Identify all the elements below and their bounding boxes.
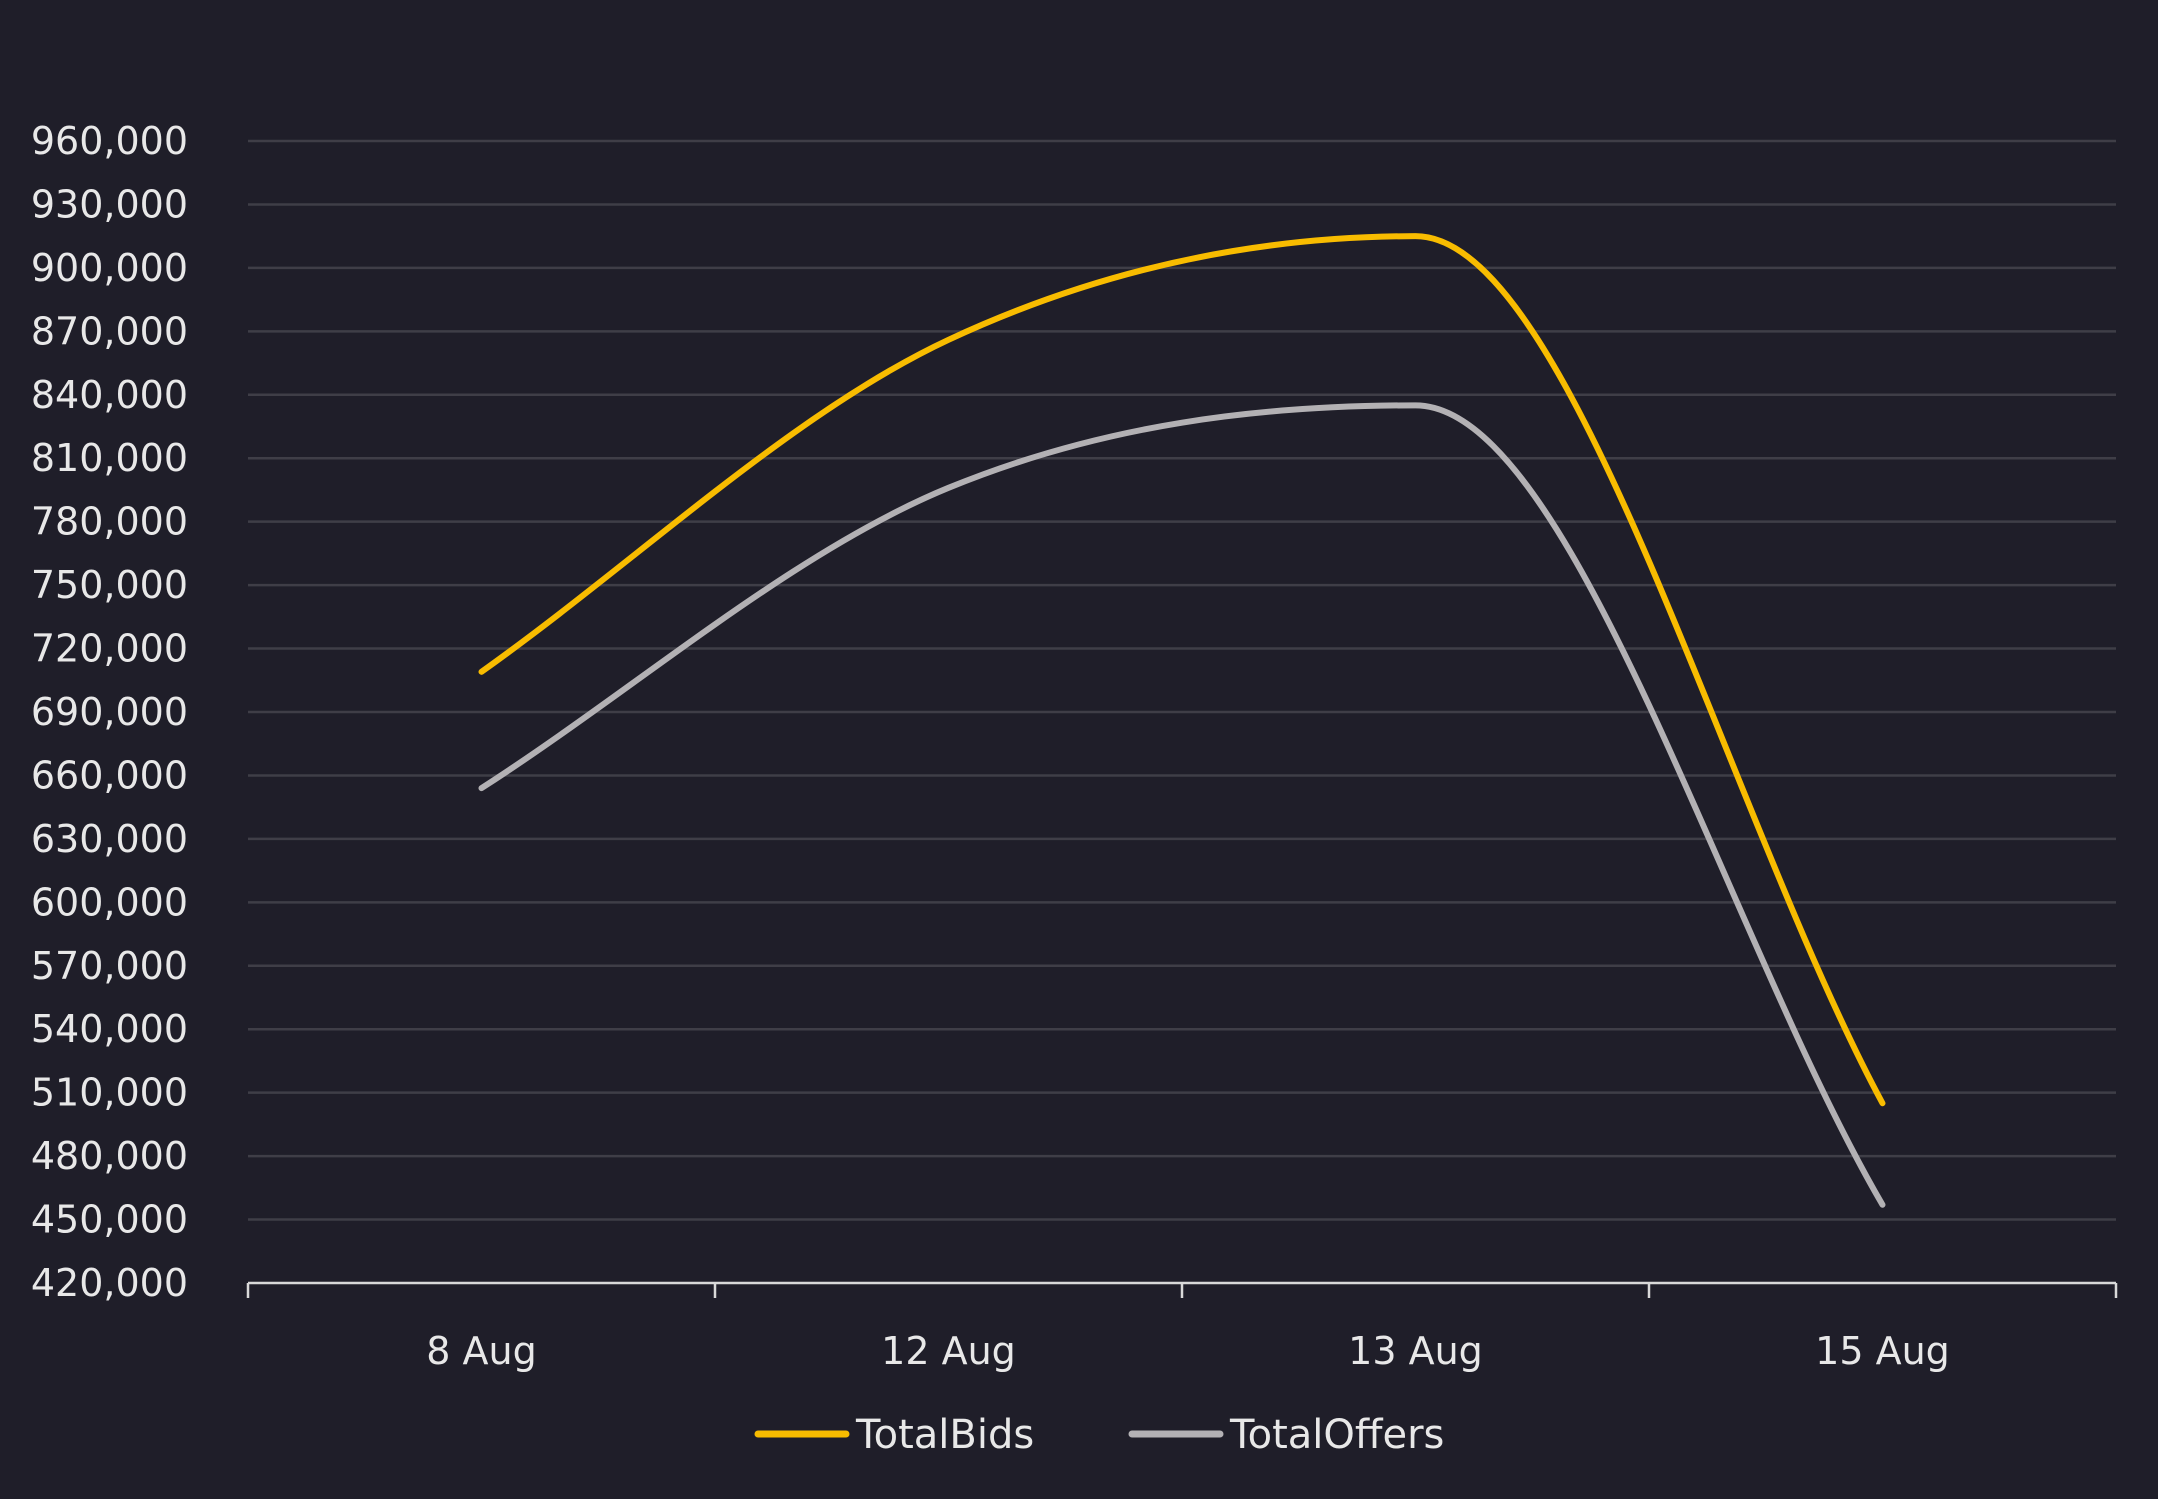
y-tick-label: 960,000	[31, 119, 188, 163]
legend-label: TotalBids	[855, 1412, 1034, 1458]
y-tick-label: 570,000	[31, 944, 188, 988]
y-tick-label: 870,000	[31, 309, 188, 353]
x-tick-label: 13 Aug	[1348, 1329, 1483, 1373]
y-tick-label: 720,000	[31, 627, 188, 671]
x-tick-label: 12 Aug	[881, 1329, 1016, 1373]
y-tick-label: 630,000	[31, 817, 188, 861]
y-tick-label: 510,000	[31, 1071, 188, 1115]
x-tick-label: 8 Aug	[426, 1329, 536, 1373]
y-tick-label: 660,000	[31, 753, 188, 797]
y-tick-label: 750,000	[31, 563, 188, 607]
y-tick-label: 540,000	[31, 1007, 188, 1051]
x-axis: 8 Aug 12 Aug 13 Aug 15 Aug	[246, 1281, 2118, 1373]
series-line-totaloffers	[478, 402, 1886, 1208]
y-tick-label: 420,000	[31, 1261, 188, 1305]
y-tick-label: 600,000	[31, 880, 188, 924]
legend-item-totaloffers: TotalOffers	[1128, 1412, 1444, 1458]
x-tick-label: 15 Aug	[1815, 1329, 1950, 1373]
series-line-totalbids	[478, 233, 1886, 1107]
series-lines	[478, 233, 1886, 1208]
gridlines	[248, 139, 2116, 1221]
legend-label: TotalOffers	[1229, 1412, 1444, 1458]
y-tick-label: 480,000	[31, 1134, 188, 1178]
y-tick-label: 930,000	[31, 182, 188, 226]
y-tick-label: 450,000	[31, 1198, 188, 1242]
y-tick-label: 780,000	[31, 500, 188, 544]
y-tick-label: 900,000	[31, 246, 188, 290]
y-tick-label: 840,000	[31, 373, 188, 417]
y-tick-label: 810,000	[31, 436, 188, 480]
legend: TotalBids TotalOffers	[754, 1412, 1444, 1458]
y-tick-label: 690,000	[31, 690, 188, 734]
legend-item-totalbids: TotalBids	[754, 1412, 1034, 1458]
y-axis: 420,000 450,000 480,000 510,000 540,000 570,0…	[31, 119, 188, 1305]
